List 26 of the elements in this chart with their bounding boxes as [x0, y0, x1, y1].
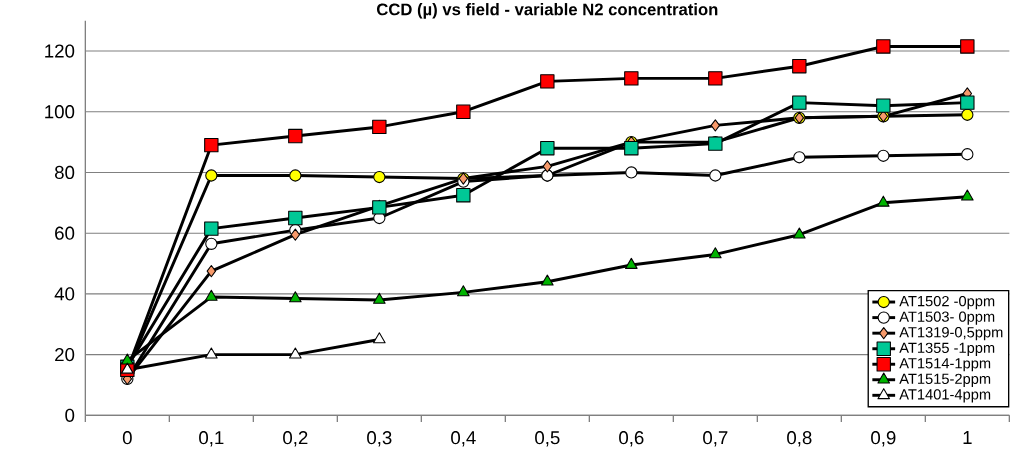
- x-tick-label: 0,4: [451, 431, 476, 447]
- x-tick-label: 0,2: [283, 431, 308, 447]
- legend-label: AT1401-4ppm: [899, 389, 991, 403]
- y-tick-label: 0: [65, 408, 75, 422]
- x-tick-label: 0,8: [787, 431, 812, 447]
- x-tick-label: 0,5: [535, 431, 560, 447]
- legend-label: AT1515-2ppm: [899, 373, 991, 387]
- legend-label: AT1502 -0ppm: [899, 295, 995, 310]
- legend-label: AT1514-1ppm: [899, 358, 991, 372]
- x-tick-label: 1: [963, 431, 972, 444]
- legend-label: AT1355 -1ppm: [899, 342, 995, 356]
- y-tick-label: 40: [54, 287, 75, 301]
- x-tick-label: 0,7: [703, 431, 728, 447]
- x-tick-label: 0,1: [199, 431, 224, 447]
- chart-title: CCD (µ) vs field - variable N2 concentration: [376, 3, 718, 19]
- y-tick-label: 120: [45, 44, 75, 58]
- y-tick-label: 100: [45, 105, 75, 119]
- y-tick-label: 60: [55, 226, 75, 240]
- y-tick-label: 80: [54, 165, 75, 180]
- legend-label: AT1503- 0ppm: [899, 311, 995, 325]
- x-tick-label: 0,6: [619, 431, 644, 447]
- legend-label: AT1319-0,5ppm: [899, 327, 1003, 341]
- x-tick-label: 0,9: [871, 431, 896, 447]
- y-tick-label: 20: [55, 347, 75, 362]
- x-tick-label: 0,3: [367, 431, 392, 447]
- x-tick-label: 0: [122, 431, 132, 445]
